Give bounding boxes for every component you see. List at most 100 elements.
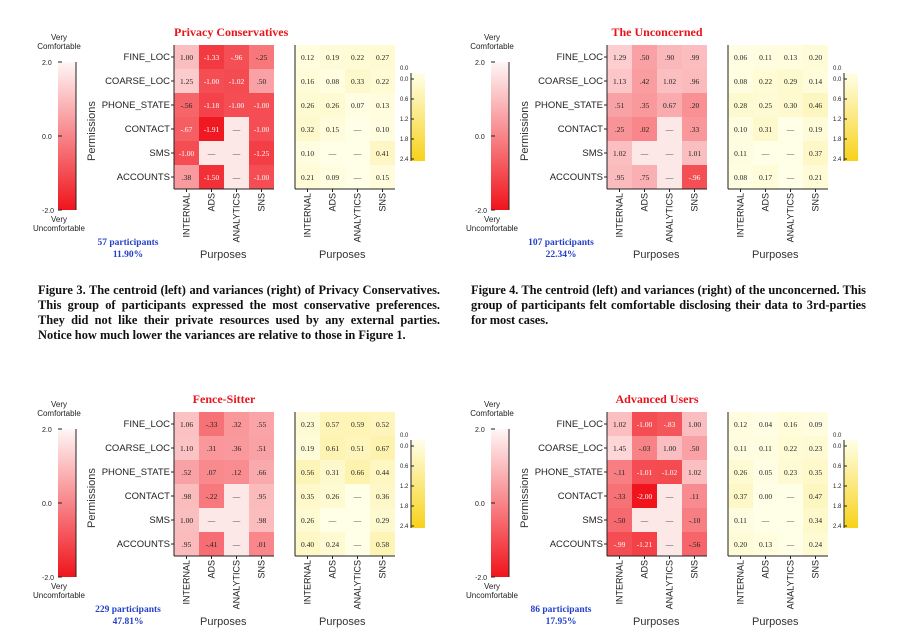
variance-cell bbox=[778, 69, 803, 93]
row-label: FINE_LOC bbox=[124, 52, 171, 63]
variance-value: 0.31 bbox=[759, 125, 772, 134]
variance-value: 0.10 bbox=[301, 149, 314, 158]
variance-cell bbox=[753, 165, 778, 189]
scale-max-tick: 2.0 bbox=[42, 60, 52, 67]
variance-cell bbox=[320, 484, 345, 508]
variance-cell bbox=[370, 117, 395, 141]
variance-cell bbox=[370, 69, 395, 93]
centroid-cell bbox=[632, 69, 657, 93]
variance-color-scale bbox=[844, 440, 858, 528]
centroid-cell bbox=[682, 45, 707, 69]
centroid-value: 1.02 bbox=[688, 468, 701, 477]
centroid-value: -2.00 bbox=[637, 492, 653, 501]
very-comfortable-label: Very Comfortable bbox=[37, 33, 81, 51]
centroid-value: .95 bbox=[257, 492, 267, 501]
centroid-value: .12 bbox=[232, 468, 242, 477]
centroid-cell bbox=[224, 436, 249, 460]
scale-max-tick: 2.0 bbox=[475, 60, 485, 67]
centroid-xlabel: Purposes bbox=[633, 616, 680, 628]
variance-cell bbox=[320, 117, 345, 141]
variance-cell bbox=[803, 93, 828, 117]
participants-label: 57 participants bbox=[97, 238, 159, 248]
centroid-value: -.03 bbox=[639, 444, 651, 453]
variance-value: 0.17 bbox=[759, 173, 772, 182]
variance-value: 0.26 bbox=[326, 492, 339, 501]
variance-scale-tick: 0.0 bbox=[400, 444, 409, 450]
centroid-col-label: SNS bbox=[257, 193, 267, 212]
heatmap-svg: 2.0 0.0 -2.0 FINE_LOC 1.06 -.33 .32 .55 COARSE_L… bbox=[42, 412, 425, 609]
variance-value: 0.26 bbox=[301, 101, 314, 110]
centroid-cell bbox=[174, 141, 199, 165]
centroid-value: — bbox=[665, 149, 674, 158]
centroid-color-scale bbox=[58, 429, 76, 577]
variance-cell bbox=[803, 117, 828, 141]
centroid-cell bbox=[249, 165, 274, 189]
variance-scale-top-tick: 0.0 bbox=[833, 433, 842, 439]
variance-value: 0.09 bbox=[809, 420, 822, 429]
variance-value: 0.37 bbox=[809, 149, 822, 158]
variance-cell bbox=[803, 460, 828, 484]
centroid-cell bbox=[682, 508, 707, 532]
centroid-value: -1.02 bbox=[662, 468, 678, 477]
variance-cell bbox=[778, 117, 803, 141]
centroid-col-label: ADS bbox=[207, 560, 217, 579]
variance-value: 0.25 bbox=[759, 101, 772, 110]
variance-cell bbox=[370, 165, 395, 189]
variance-scale-tick: 2.4 bbox=[400, 157, 409, 163]
centroid-cell bbox=[607, 141, 632, 165]
variance-cell bbox=[778, 93, 803, 117]
participants-count: 229 participants 47.81% bbox=[88, 604, 168, 628]
scale-mid-tick: 0.0 bbox=[42, 501, 52, 508]
permissions-axis-label: Permissions bbox=[86, 101, 98, 161]
variance-col-label: ANALYTICS bbox=[353, 193, 363, 242]
variance-value: 0.36 bbox=[376, 492, 389, 501]
centroid-cell bbox=[174, 460, 199, 484]
centroid-value: -.41 bbox=[206, 540, 218, 549]
variance-cell bbox=[753, 508, 778, 532]
centroid-value: -1.00 bbox=[229, 101, 245, 110]
centroid-value: — bbox=[232, 516, 241, 525]
variance-cell bbox=[370, 508, 395, 532]
variance-cell bbox=[320, 165, 345, 189]
variance-cell bbox=[320, 460, 345, 484]
permissions-axis-label: Permissions bbox=[519, 101, 531, 161]
variance-value: 0.11 bbox=[759, 444, 772, 453]
centroid-cell bbox=[657, 412, 682, 436]
variance-cell bbox=[728, 117, 753, 141]
centroid-value: 1.10 bbox=[180, 444, 193, 453]
centroid-cell bbox=[682, 460, 707, 484]
very-comfortable-label: Very Comfortable bbox=[470, 33, 514, 51]
variance-col-label: ANALYTICS bbox=[786, 560, 796, 609]
centroid-cell bbox=[199, 69, 224, 93]
variance-col-label: INTERNAL bbox=[736, 560, 746, 605]
centroid-cell bbox=[199, 532, 224, 556]
variance-cell bbox=[345, 484, 370, 508]
variance-color-scale bbox=[844, 73, 858, 161]
centroid-value: 1.02 bbox=[663, 77, 676, 86]
centroid-value: 1.25 bbox=[180, 77, 193, 86]
variance-value: 0.61 bbox=[326, 444, 339, 453]
variance-cell bbox=[320, 508, 345, 532]
centroid-value: .55 bbox=[257, 420, 267, 429]
centroid-cell bbox=[682, 532, 707, 556]
variance-value: 0.23 bbox=[301, 420, 314, 429]
centroid-cell bbox=[174, 508, 199, 532]
scale-min-tick: -2.0 bbox=[475, 575, 487, 582]
variance-value: 0.34 bbox=[809, 516, 822, 525]
centroid-cell bbox=[682, 484, 707, 508]
row-label: ACCOUNTS bbox=[117, 172, 170, 183]
very-comfortable-label: Very Comfortable bbox=[470, 400, 514, 418]
very-uncomfortable-label: Very Uncomfortable bbox=[32, 215, 86, 233]
centroid-xlabel: Purposes bbox=[200, 616, 247, 628]
row-label: SMS bbox=[582, 148, 603, 159]
variance-scale-tick: 1.2 bbox=[833, 117, 842, 123]
centroid-cell bbox=[682, 141, 707, 165]
participants-count: 86 participants 17.95% bbox=[521, 604, 601, 628]
variance-cell bbox=[753, 69, 778, 93]
centroid-value: .42 bbox=[640, 77, 650, 86]
variance-value: — bbox=[353, 492, 362, 501]
centroid-cell bbox=[199, 508, 224, 532]
variance-value: 0.28 bbox=[734, 101, 747, 110]
centroid-cell bbox=[174, 484, 199, 508]
centroid-col-label: ANALYTICS bbox=[665, 560, 675, 609]
